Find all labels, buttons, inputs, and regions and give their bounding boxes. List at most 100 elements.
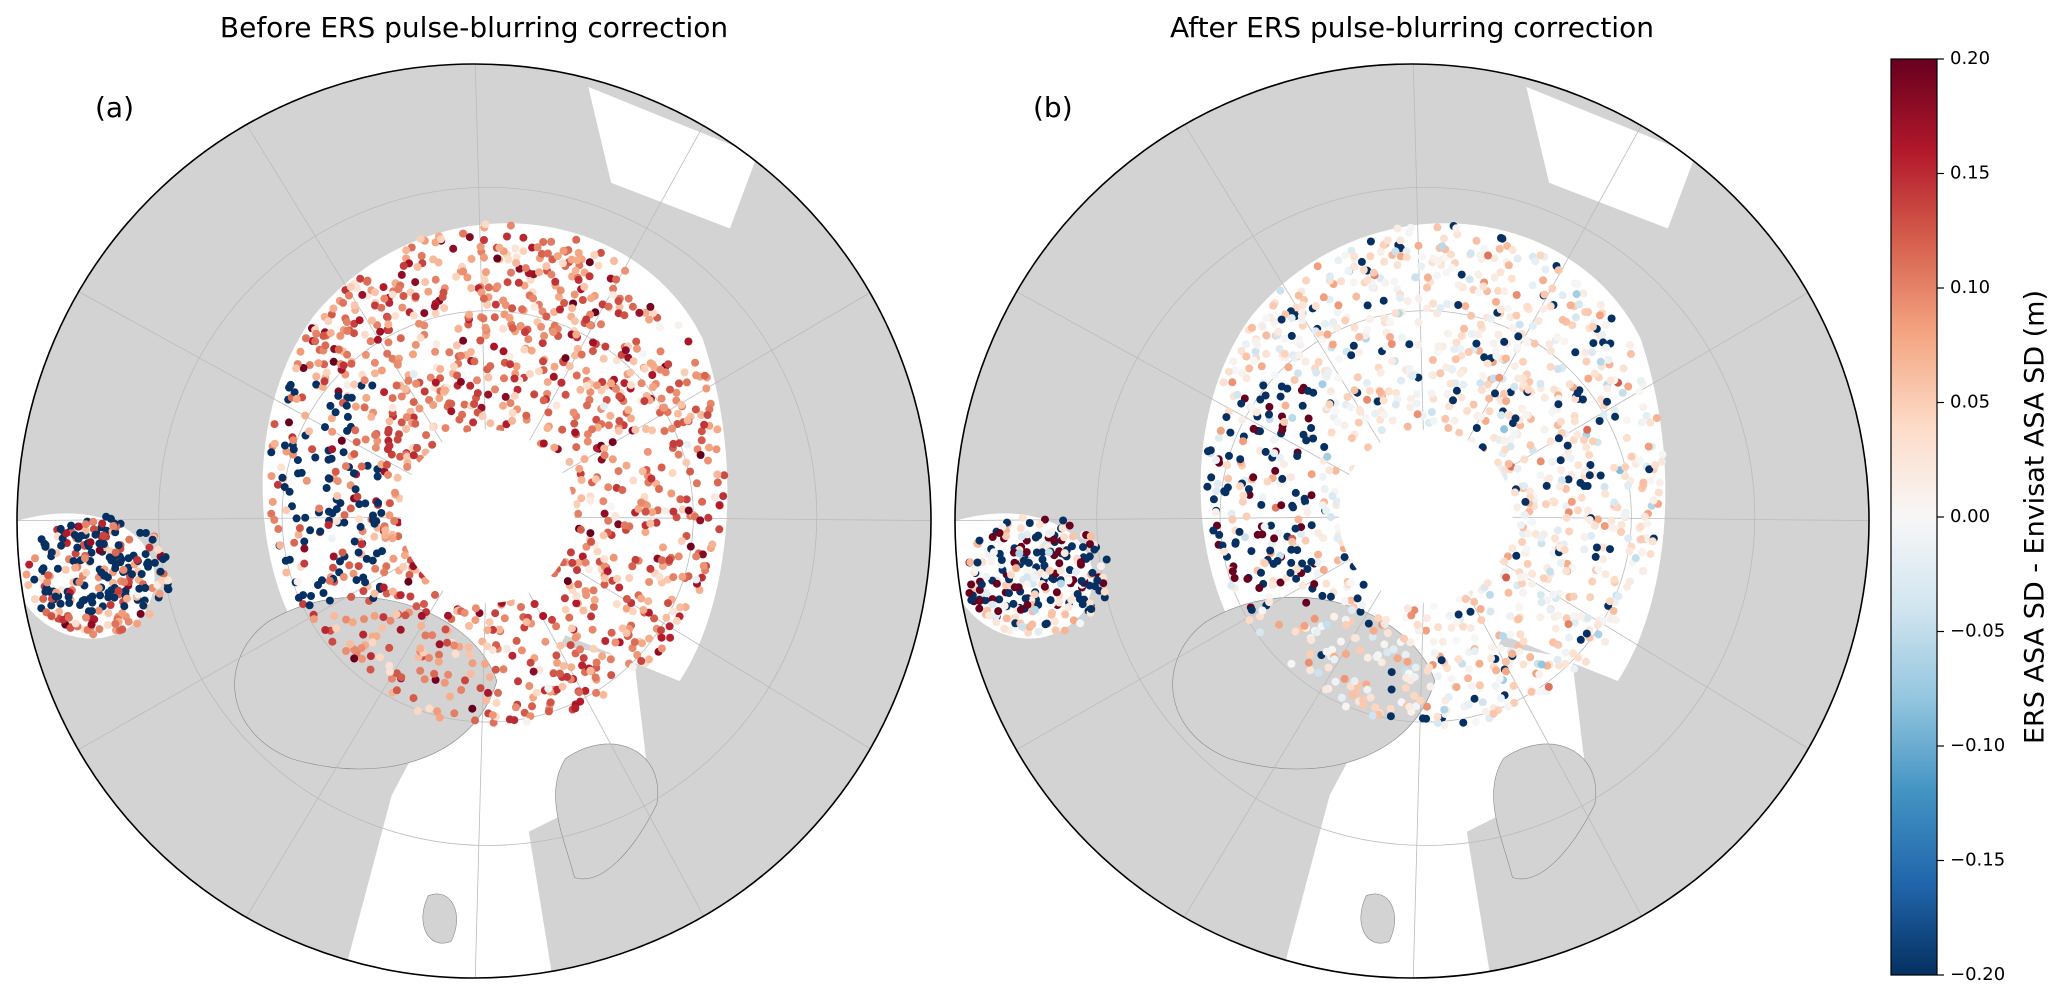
observation-dot bbox=[1537, 533, 1545, 542]
observation-dot bbox=[1413, 390, 1421, 399]
observation-dot bbox=[413, 444, 421, 452]
observation-dot bbox=[1307, 636, 1316, 645]
ocean bbox=[336, 635, 648, 978]
observation-dot bbox=[1355, 348, 1364, 357]
observation-dot bbox=[662, 613, 671, 622]
observation-dot bbox=[332, 517, 341, 525]
observation-dot bbox=[1624, 481, 1632, 490]
observation-dot bbox=[1403, 657, 1412, 666]
observation-dot bbox=[669, 439, 678, 448]
observation-dot bbox=[1479, 282, 1488, 291]
observation-dot bbox=[570, 290, 579, 299]
observation-dot bbox=[507, 268, 515, 277]
observation-dot bbox=[1262, 314, 1271, 322]
observation-dot bbox=[1355, 333, 1364, 341]
colorbar-tick-label: 0.05 bbox=[1950, 392, 1990, 413]
observation-dot bbox=[674, 450, 683, 459]
observation-dot bbox=[346, 504, 355, 513]
observation-dot bbox=[368, 638, 377, 647]
observation-dot bbox=[297, 468, 306, 477]
observation-dot bbox=[360, 330, 369, 339]
observation-dot bbox=[517, 603, 525, 611]
observation-dot bbox=[484, 283, 493, 292]
observation-dot bbox=[1418, 714, 1427, 723]
observation-dot bbox=[586, 666, 595, 675]
observation-dot bbox=[657, 556, 666, 565]
observation-dot bbox=[975, 536, 984, 545]
observation-dot bbox=[329, 552, 338, 561]
observations bbox=[22, 220, 729, 727]
observation-dot bbox=[1486, 607, 1495, 616]
observation-dot bbox=[611, 638, 620, 647]
observation-dot bbox=[1289, 503, 1298, 512]
observation-dot bbox=[106, 601, 115, 609]
observation-dot bbox=[505, 352, 514, 361]
observation-dot bbox=[1058, 524, 1067, 532]
observation-dot bbox=[1297, 312, 1306, 321]
observation-dot bbox=[1269, 301, 1278, 310]
observation-dot bbox=[613, 574, 622, 583]
observation-dot bbox=[1560, 545, 1569, 554]
observation-dot bbox=[1607, 314, 1616, 323]
observation-dot bbox=[1454, 301, 1463, 309]
observation-dot bbox=[615, 392, 624, 401]
observation-dot bbox=[1277, 315, 1286, 324]
observation-dot bbox=[1262, 331, 1271, 340]
observation-dot bbox=[505, 715, 514, 724]
observation-dot bbox=[1050, 617, 1059, 626]
observation-dot bbox=[640, 397, 649, 406]
observation-dot bbox=[404, 577, 413, 586]
observation-dot bbox=[351, 426, 360, 435]
observation-dot bbox=[1492, 352, 1501, 360]
observation-dot bbox=[1519, 357, 1528, 366]
observation-dot bbox=[466, 669, 475, 678]
observation-dot bbox=[1023, 573, 1032, 582]
observation-dot bbox=[648, 426, 656, 435]
observation-dot bbox=[1383, 648, 1392, 657]
observation-dot bbox=[1368, 632, 1377, 641]
observation-dot bbox=[159, 555, 168, 564]
observation-dot bbox=[1411, 273, 1420, 282]
observation-dot bbox=[464, 643, 473, 652]
observation-dot bbox=[1606, 376, 1615, 385]
observation-dot bbox=[312, 380, 321, 389]
observation-dot bbox=[608, 438, 617, 447]
observation-dot bbox=[629, 357, 638, 366]
observation-dot bbox=[1376, 368, 1385, 377]
panel-label: (a) bbox=[95, 91, 134, 124]
observation-dot bbox=[1554, 611, 1563, 620]
observation-dot bbox=[1594, 630, 1603, 639]
observation-dot bbox=[609, 284, 618, 293]
observation-dot bbox=[1476, 251, 1485, 260]
observation-dot bbox=[1293, 565, 1301, 574]
observation-dot bbox=[708, 540, 717, 549]
observation-dot bbox=[1248, 323, 1256, 332]
observation-dot bbox=[69, 557, 78, 566]
observation-dot bbox=[1065, 521, 1074, 530]
observation-dot bbox=[553, 252, 562, 261]
observation-dot bbox=[135, 584, 144, 593]
observation-dot bbox=[465, 233, 474, 242]
observation-dot bbox=[1523, 302, 1532, 311]
observation-dot bbox=[526, 658, 535, 667]
observation-dot bbox=[1579, 289, 1588, 298]
observation-dot bbox=[1276, 453, 1285, 462]
observation-dot bbox=[336, 331, 345, 340]
observation-dot bbox=[1302, 598, 1311, 607]
observation-dot bbox=[1457, 270, 1466, 279]
observation-dot bbox=[1381, 278, 1390, 287]
observation-dot bbox=[53, 564, 62, 573]
observation-dot bbox=[702, 384, 711, 393]
observation-dot bbox=[282, 447, 291, 456]
observation-dot bbox=[339, 573, 348, 581]
observation-dot bbox=[1016, 605, 1025, 614]
observation-dot bbox=[1429, 416, 1438, 425]
observation-dot bbox=[1491, 389, 1499, 398]
observation-dot bbox=[1414, 241, 1423, 250]
observation-dot bbox=[350, 450, 359, 459]
observation-dot bbox=[479, 314, 488, 323]
observation-dot bbox=[1294, 369, 1302, 378]
observation-dot bbox=[504, 255, 513, 264]
observation-dot bbox=[698, 550, 707, 559]
observation-dot bbox=[1539, 574, 1548, 583]
